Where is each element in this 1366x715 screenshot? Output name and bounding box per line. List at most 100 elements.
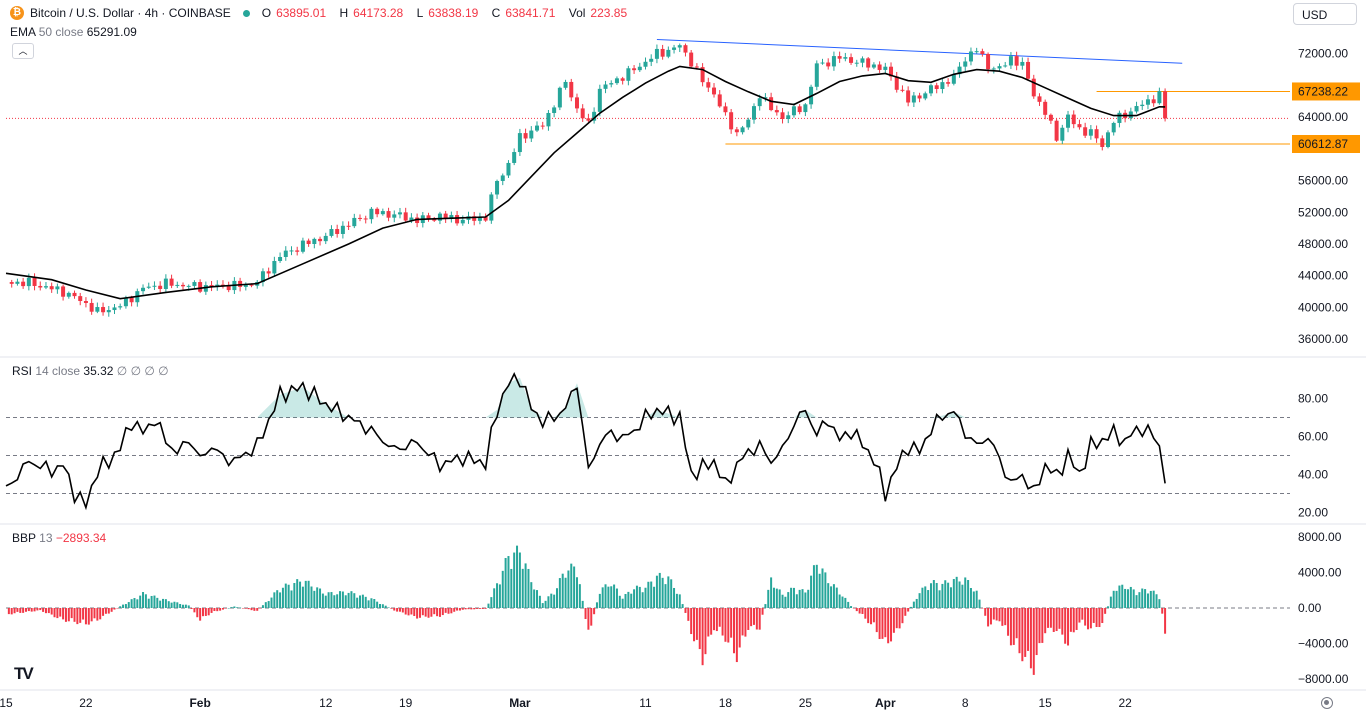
bbp-bar [187, 605, 190, 608]
candle-body [546, 112, 551, 127]
bbp-bar [867, 608, 870, 624]
settings-icon[interactable] [1321, 697, 1333, 709]
bbp-bar [641, 592, 644, 608]
bbp-legend[interactable]: BBP 13 −2893.34 [12, 531, 106, 545]
rsi-value: 35.32 [83, 364, 114, 378]
bbp-bar [858, 608, 861, 614]
bbp-bar [604, 584, 607, 608]
candle-body [512, 152, 517, 163]
candle-body [723, 106, 728, 113]
bbp-bar [1098, 608, 1101, 628]
bbp-bar [989, 608, 992, 625]
bbp-bar [870, 608, 873, 625]
bbp-bar [316, 587, 319, 608]
candle-body [392, 214, 397, 218]
candle-body [535, 125, 540, 131]
bbp-bar [1049, 608, 1052, 628]
bbp-bar [42, 608, 45, 612]
bbp-bar [527, 568, 530, 608]
bbp-bar [241, 608, 244, 609]
bbp-bar [478, 608, 481, 609]
bbp-bar [1152, 590, 1155, 608]
bbp-bar [116, 608, 119, 609]
bbp-bar [481, 608, 484, 609]
currency-select[interactable]: USD [1293, 3, 1357, 25]
bbp-bar [156, 597, 159, 608]
bbp-bar [393, 608, 396, 611]
candle-body [266, 271, 271, 274]
bbp-bar [627, 591, 630, 608]
rsi-overbought-fill [325, 404, 349, 418]
bbp-bar [390, 608, 393, 609]
bbp-bar [378, 604, 381, 608]
bitcoin-icon: ₿ [10, 6, 24, 20]
bbp-bar [901, 608, 904, 624]
bbp-bar [56, 608, 59, 619]
bbp-bar [912, 601, 915, 608]
candle-body [272, 260, 277, 274]
bbp-bar [370, 598, 373, 608]
rsi-legend[interactable]: RSI 14 close 35.32 ∅ ∅ ∅ ∅ [12, 364, 169, 378]
bbp-bar [707, 608, 710, 637]
bbp-bar [73, 608, 76, 622]
candle-body [340, 225, 345, 234]
candle-body [934, 85, 939, 90]
bbp-bar [850, 606, 853, 608]
bbp-bar [801, 589, 804, 608]
bbp-bar [624, 593, 627, 608]
chevron-up-icon[interactable]: ︿ [12, 43, 34, 59]
bbp-bar [647, 581, 650, 608]
ema-legend[interactable]: EMA 50 close 65291.09 [10, 25, 137, 39]
bbp-bar [233, 606, 236, 608]
bbp-bar [630, 593, 633, 608]
bbp-bar [82, 608, 85, 620]
candle-body [66, 292, 71, 297]
bbp-bar [339, 591, 342, 608]
bbp-bar [947, 582, 950, 608]
candle-body [369, 208, 374, 220]
candle-body [963, 61, 968, 67]
candle-body [449, 215, 454, 219]
candle-body [797, 106, 802, 113]
candle-body [540, 125, 545, 127]
bbp-bar [887, 608, 890, 644]
bbp-bar [216, 608, 219, 612]
bbp-bar [767, 589, 770, 608]
bbp-bar [67, 608, 70, 622]
bbp-bar [558, 578, 561, 608]
candle-body [443, 213, 448, 219]
bbp-bar [772, 587, 775, 608]
bbp-bar [104, 608, 107, 614]
x-tick-label: 25 [799, 696, 813, 710]
candle-body [118, 306, 123, 308]
bbp-bar [658, 572, 661, 608]
bbp-bar [490, 597, 493, 608]
candle-body [1088, 129, 1093, 136]
bbp-bar [321, 593, 324, 608]
bbp-bar [139, 595, 142, 608]
bbp-bar [184, 604, 187, 608]
candle-body [101, 307, 106, 313]
candle-body [141, 287, 146, 292]
candle-body [289, 250, 294, 252]
bbp-bar [710, 608, 713, 635]
bbp-bar [998, 608, 1001, 622]
bbp-bar [1104, 608, 1107, 614]
candle-body [38, 285, 43, 288]
symbol-info[interactable]: ₿ Bitcoin / U.S. Dollar · 4h · COINBASE … [10, 6, 637, 20]
grid [0, 356, 1366, 691]
candle-body [1083, 127, 1088, 136]
bbp-bar [1072, 608, 1075, 633]
bbp-bar [972, 591, 975, 608]
bbp-pane [6, 545, 1290, 675]
bbp-bar [162, 598, 165, 608]
bbp-bar [44, 608, 47, 614]
candle-body [637, 66, 642, 71]
bbp-bar [615, 588, 618, 608]
bbp-bar [176, 602, 179, 608]
bbp-value: −2893.34 [55, 531, 107, 545]
bbp-bar [438, 608, 441, 617]
bbp-bar [1044, 608, 1047, 634]
bbp-bar [47, 608, 50, 614]
